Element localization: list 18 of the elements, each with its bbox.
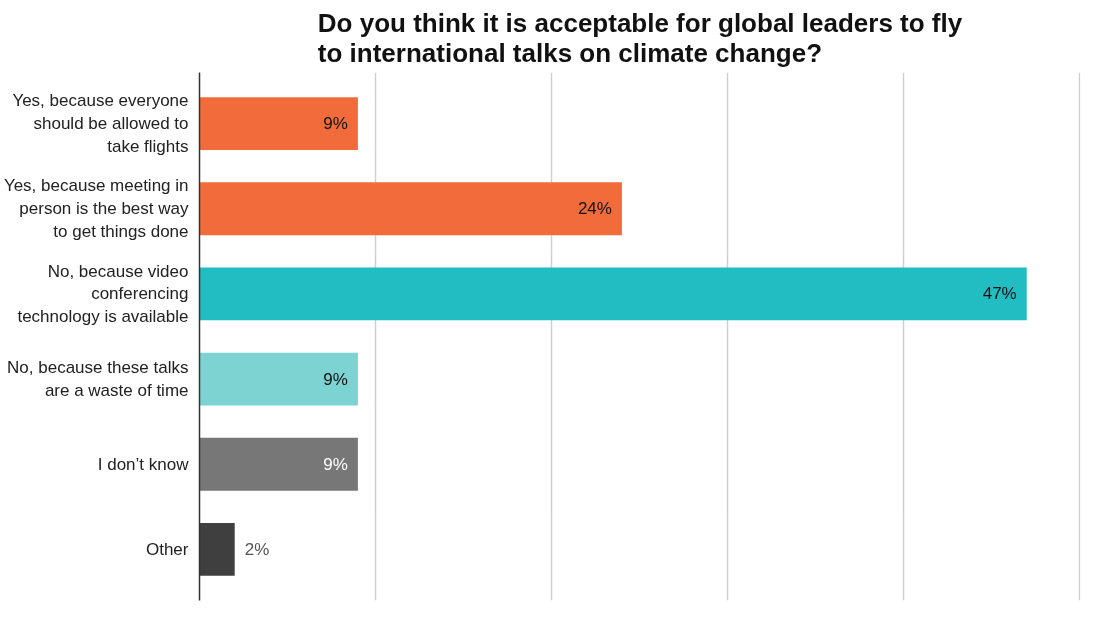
y-tick-label: No, because these talks are a waste of time bbox=[7, 358, 189, 400]
bar bbox=[199, 352, 358, 406]
data-label: 9% bbox=[323, 454, 348, 474]
bar bbox=[199, 437, 358, 491]
data-label: 9% bbox=[323, 114, 348, 134]
bar bbox=[199, 97, 358, 150]
y-tick-label: I don’t know bbox=[97, 454, 190, 474]
data-label: 47% bbox=[982, 284, 1017, 304]
bar bbox=[199, 182, 622, 236]
y-tick-label: Yes, because everyone should be allowed to take flights bbox=[12, 91, 189, 156]
y-tick-label: No, because video conferencing technology is available bbox=[17, 261, 189, 327]
y-tick-label: Yes, because meeting in person is the best way to get things done bbox=[3, 176, 189, 242]
y-tick-label: Other bbox=[145, 539, 189, 559]
bar bbox=[199, 267, 1027, 321]
data-label: 2% bbox=[244, 539, 270, 559]
chart-title: Do you think it is acceptable for global leaders to fly to international talks on climate change? bbox=[317, 7, 963, 68]
data-label: 24% bbox=[577, 199, 612, 219]
data-label: 9% bbox=[323, 369, 348, 389]
